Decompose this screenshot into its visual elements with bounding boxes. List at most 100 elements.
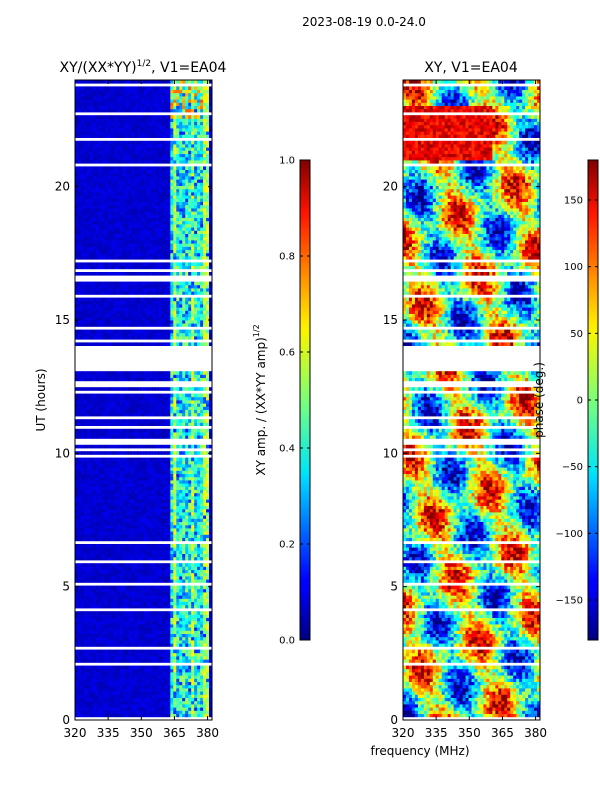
- heat-cell: [149, 336, 153, 340]
- heat-cell: [98, 403, 103, 407]
- heat-cell: [119, 659, 124, 663]
- heat-cell: [110, 592, 115, 596]
- heat-cell: [75, 566, 79, 570]
- heat-cell: [167, 467, 171, 471]
- heat-cell: [173, 588, 177, 593]
- heat-cell: [125, 406, 130, 410]
- heat-cell: [206, 534, 210, 538]
- heat-cell: [77, 489, 82, 494]
- heat-cell: [122, 387, 127, 391]
- heat-cell: [206, 521, 210, 526]
- heat-cell: [98, 284, 103, 289]
- heat-cell: [104, 601, 109, 606]
- heat-cell: [152, 320, 156, 324]
- heat-cell: [95, 400, 100, 404]
- heat-cell: [194, 291, 198, 295]
- heat-cell: [80, 550, 85, 554]
- heat-cell: [191, 652, 195, 657]
- heat-cell: [98, 396, 103, 401]
- heat-cell: [209, 707, 212, 711]
- heat-cell: [95, 396, 100, 401]
- heat-cell: [158, 422, 162, 426]
- heat-cell: [116, 403, 121, 407]
- heat-cell: [137, 576, 141, 580]
- heat-cell: [155, 688, 159, 692]
- heat-cell: [206, 499, 210, 503]
- heat-cell: [128, 406, 132, 410]
- heat-cell: [101, 524, 106, 529]
- heat-cell: [119, 476, 124, 481]
- heat-cell: [146, 464, 150, 468]
- heat-cell: [197, 521, 201, 526]
- heat-cell: [206, 630, 210, 634]
- heat-cell: [77, 313, 82, 318]
- heat-cell: [128, 681, 132, 686]
- heat-cell: [191, 576, 195, 580]
- heat-cell: [197, 544, 201, 548]
- heat-cell: [167, 342, 171, 346]
- heat-cell: [206, 412, 210, 417]
- heat-cell: [191, 307, 195, 311]
- heat-cell: [104, 531, 109, 535]
- heat-cell: [92, 537, 97, 542]
- heat-cell: [203, 592, 207, 596]
- heat-cell: [122, 556, 127, 561]
- heat-cell: [179, 288, 183, 292]
- heat-cell: [152, 601, 156, 606]
- heat-cell: [182, 307, 186, 311]
- heat-cell: [101, 371, 106, 375]
- heat-cell: [191, 412, 195, 417]
- heat-cell: [146, 684, 150, 689]
- heat-cell: [86, 486, 91, 490]
- heat-cell: [209, 697, 212, 702]
- heat-cell: [179, 332, 183, 337]
- heat-cell: [101, 537, 106, 542]
- heat-cell: [206, 544, 210, 548]
- heat-cell: [140, 428, 144, 433]
- heat-cell: [191, 329, 195, 334]
- heat-cell: [155, 544, 159, 548]
- heat-cell: [107, 310, 112, 314]
- heat-cell: [203, 544, 207, 548]
- heat-cell: [89, 374, 94, 378]
- heat-cell: [209, 387, 212, 391]
- heat-cell: [80, 524, 85, 529]
- heat-cell: [119, 649, 124, 654]
- heat-cell: [176, 374, 180, 378]
- heat-cell: [107, 675, 112, 679]
- heat-cell: [140, 534, 144, 538]
- heat-cell: [122, 620, 127, 625]
- heat-cell: [113, 627, 118, 631]
- heat-cell: [143, 524, 147, 529]
- heat-cell: [197, 588, 201, 593]
- heat-cell: [170, 406, 174, 410]
- heat-cell: [116, 627, 121, 631]
- heat-cell: [197, 412, 201, 417]
- heat-cell: [182, 329, 186, 334]
- heat-cell: [98, 668, 103, 673]
- heat-cell: [137, 531, 141, 535]
- heat-cell: [200, 563, 204, 567]
- heat-cell: [158, 496, 162, 500]
- heat-cell: [209, 300, 212, 305]
- heat-cell: [161, 300, 165, 305]
- heat-cell: [200, 316, 204, 321]
- heat-cell: [113, 444, 118, 449]
- heat-cell: [206, 288, 210, 292]
- heat-cell: [200, 473, 204, 478]
- heat-cell: [137, 291, 141, 295]
- heat-cell: [173, 598, 177, 602]
- heat-cell: [188, 643, 192, 647]
- heat-cell: [200, 323, 204, 327]
- heat-cell: [116, 432, 121, 436]
- heat-cell: [140, 457, 144, 462]
- heat-cell: [75, 713, 79, 718]
- heat-cell: [152, 460, 156, 465]
- heat-cell: [128, 518, 132, 522]
- heat-cell: [95, 371, 100, 375]
- heat-cell: [92, 291, 97, 295]
- heat-cell: [149, 544, 153, 548]
- heat-cell: [185, 601, 189, 606]
- heat-cell: [92, 601, 97, 606]
- heat-cell: [182, 614, 186, 618]
